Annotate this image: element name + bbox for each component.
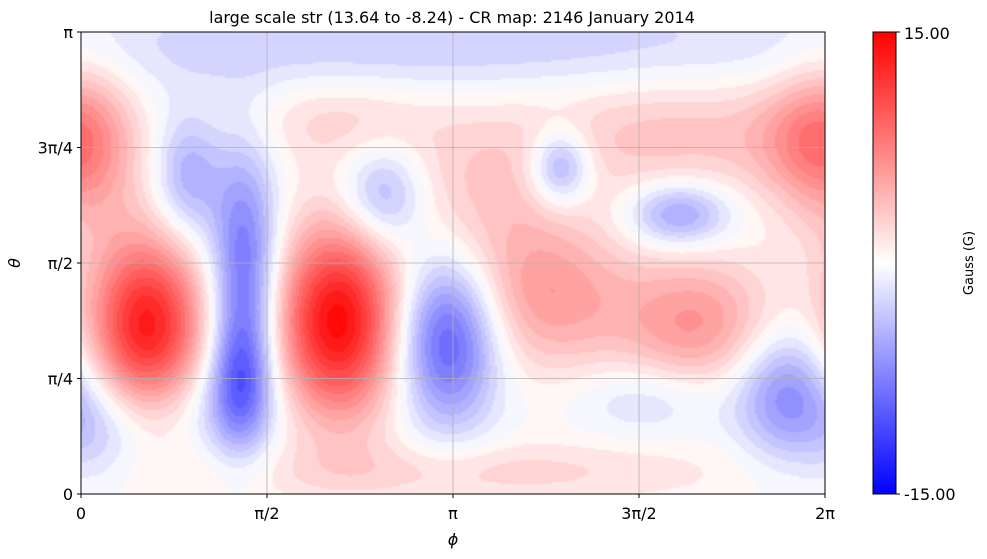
x-axis-label: ϕ [448, 530, 459, 549]
x-tick-label: 2π [815, 504, 835, 523]
y-axis-ticks: 0 π/4 π/2 3π/4 π [38, 23, 81, 504]
y-axis-label: θ [5, 258, 24, 268]
y-tick-label: π/4 [48, 370, 73, 389]
colorbar-min-label: -15.00 [904, 485, 956, 504]
y-tick-label: 0 [63, 485, 73, 504]
x-tick-label: 0 [76, 504, 86, 523]
x-tick-label: 3π/2 [621, 504, 656, 523]
colorbar-gradient [872, 31, 897, 495]
grid-lines [81, 32, 825, 494]
colorbar-max-label: 15.00 [904, 24, 950, 43]
colorbar-label: Gauss (G) [962, 231, 977, 295]
y-tick-label: π/2 [48, 254, 73, 273]
x-tick-label: π [448, 504, 458, 523]
y-tick-label: π [63, 23, 73, 42]
x-tick-label: π/2 [254, 504, 279, 523]
colorbar: 15.00 -15.00 Gauss (G) [872, 24, 977, 504]
y-tick-label: 3π/4 [38, 139, 73, 158]
x-axis-ticks: 0 π/2 π 3π/2 2π [76, 494, 835, 523]
chart-title: large scale str (13.64 to -8.24) - CR ma… [209, 8, 695, 27]
